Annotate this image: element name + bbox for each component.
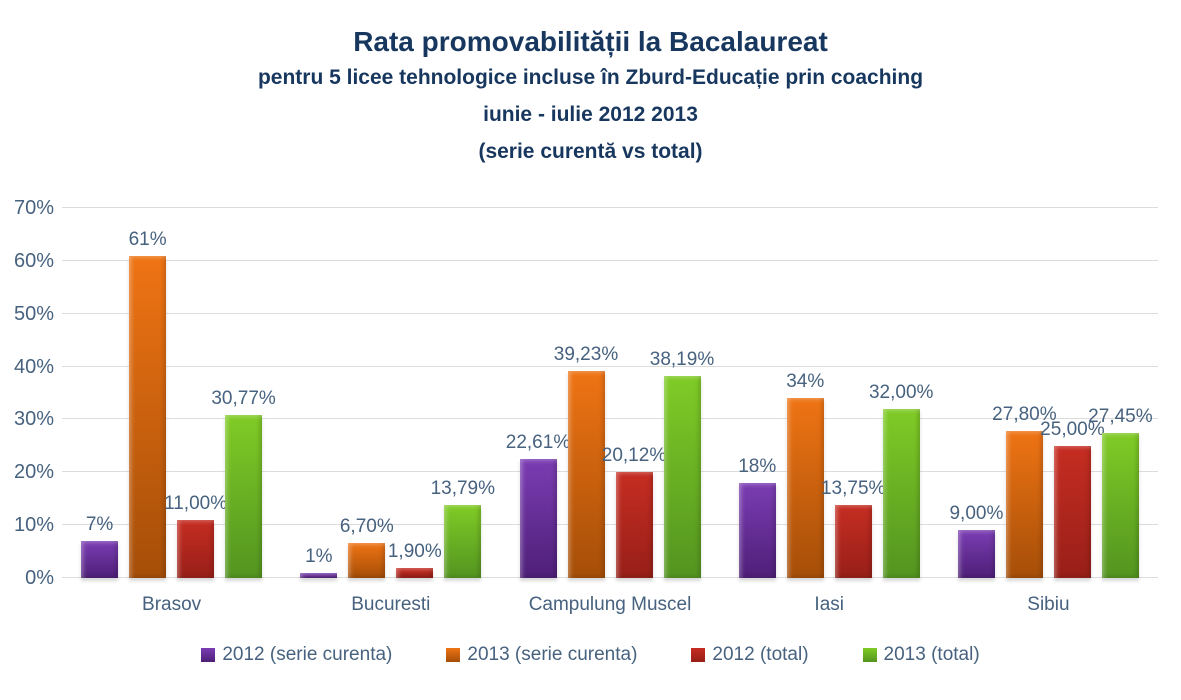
bar-value-label: 38,19% xyxy=(649,349,715,371)
bar: 27,45% xyxy=(1088,406,1153,578)
bar-group-sibiu: 9,00% 27,80% 25,00% 27,45% xyxy=(939,208,1158,578)
y-tick-label: 60% xyxy=(13,249,54,272)
bar-value-label: 6,70% xyxy=(339,515,394,537)
gridline xyxy=(62,577,1158,578)
bar-value-label: 11,00% xyxy=(164,492,228,514)
bar-value-label: 1,90% xyxy=(387,540,442,562)
bar-value-label: 32,00% xyxy=(868,381,934,403)
legend-label: 2012 (total) xyxy=(712,644,809,665)
bar-value-label: 27,80% xyxy=(992,404,1057,426)
bar-value-label: 34% xyxy=(786,371,825,393)
bar-value-label: 39,23% xyxy=(553,343,619,365)
y-tick-label: 40% xyxy=(13,355,54,378)
bar-value-label: 20,12% xyxy=(601,444,667,466)
bar-group-bucuresti: 1% 6,70% 1,90% 13,79% xyxy=(281,208,500,578)
bar: 39,23% xyxy=(554,344,618,578)
gridline xyxy=(62,207,1158,208)
legend-swatch xyxy=(201,648,216,662)
bar: 1% xyxy=(300,546,338,578)
bar-value-label: 30,77% xyxy=(211,388,276,410)
bar: 30,77% xyxy=(211,388,276,578)
bar: 27,80% xyxy=(992,404,1057,578)
bar: 25,00% xyxy=(1040,419,1105,578)
bar-value-label: 27,45% xyxy=(1088,405,1153,427)
category-label: Iasi xyxy=(814,594,844,615)
y-tick-label: 20% xyxy=(13,461,54,484)
bar: 7% xyxy=(81,514,119,578)
bar: 13,79% xyxy=(431,478,495,578)
bar-value-label: 7% xyxy=(85,514,114,535)
category-label: Campulung Muscel xyxy=(528,594,692,615)
y-tick-label: 10% xyxy=(13,514,54,537)
legend-item: 2013 (serie curenta) xyxy=(446,644,637,666)
gridline xyxy=(62,524,1158,526)
chart-subtitle-1: pentru 5 licee tehnologice incluse în Zb… xyxy=(257,66,924,90)
bar: 32,00% xyxy=(869,382,933,578)
bar-value-label: 25,00% xyxy=(1040,418,1105,440)
bar: 11,00% xyxy=(164,493,227,578)
bar: 34% xyxy=(786,371,824,578)
bar: 20,12% xyxy=(602,445,666,578)
bar: 9,00% xyxy=(949,503,1003,578)
bar-groups: 7% 61% 11,00% 30,77% 1% 6,70% 1,90% 13,79% 22,61… xyxy=(62,208,1158,578)
legend-item: 2012 (serie curenta) xyxy=(201,644,392,666)
gridline xyxy=(62,365,1158,367)
bar: 6,70% xyxy=(340,516,394,578)
gridline xyxy=(62,471,1158,473)
legend-label: 2013 (total) xyxy=(883,644,980,665)
bar: 18% xyxy=(738,456,776,578)
category-label: Brasov xyxy=(142,594,202,615)
bar: 38,19% xyxy=(650,349,714,578)
gridline xyxy=(62,418,1158,420)
legend: 2012 (serie curenta) 2013 (serie curenta)… xyxy=(0,644,1181,666)
plot-area: 7% 61% 11,00% 30,77% 1% 6,70% 1,90% 13,79% 22,61… xyxy=(62,207,1158,578)
bar-group-brasov: 7% 61% 11,00% 30,77% xyxy=(62,208,281,578)
category-label: Sibiu xyxy=(1027,594,1070,615)
bar-value-label: 61% xyxy=(128,228,167,250)
y-axis: 0% 10% 20% 30% 40% 50% 60% 70% xyxy=(0,197,54,589)
legend-swatch xyxy=(862,648,877,662)
bar: 22,61% xyxy=(506,432,570,578)
legend-item: 2013 (total) xyxy=(862,644,980,666)
chart-title: Rata promovabilității la Bacalaureat xyxy=(353,26,828,57)
bar-value-label: 9,00% xyxy=(949,503,1004,525)
bar: 1,90% xyxy=(388,541,442,578)
gridline xyxy=(62,259,1158,261)
legend-label: 2013 (serie curenta) xyxy=(467,644,638,665)
bar-group-iasi: 18% 34% 13,75% 32,00% xyxy=(720,208,939,578)
category-label: Bucuresti xyxy=(351,594,431,615)
y-tick-label: 70% xyxy=(13,197,54,219)
y-tick-label: 30% xyxy=(13,408,54,431)
legend-label: 2012 (serie curenta) xyxy=(222,644,393,665)
bar-value-label: 13,75% xyxy=(820,478,886,500)
legend-swatch xyxy=(691,648,706,662)
bar: 13,75% xyxy=(821,478,885,578)
chart-subtitle-3: (serie curentă vs total) xyxy=(478,139,703,163)
bar-value-label: 1% xyxy=(305,545,333,567)
legend-swatch xyxy=(446,648,461,662)
legend-item: 2012 (total) xyxy=(691,644,809,666)
gridline xyxy=(62,312,1158,314)
chart-subtitle-2: iunie - iulie 2012 2013 xyxy=(483,103,698,127)
bar-value-label: 18% xyxy=(738,455,777,477)
x-axis: Brasov Bucuresti Campulung Muscel Iasi Sibiu xyxy=(62,594,1158,616)
bar-group-campulung-muscel: 22,61% 39,23% 20,12% 38,19% xyxy=(500,208,719,578)
bar-value-label: 22,61% xyxy=(505,431,571,453)
bar: 61% xyxy=(129,229,167,578)
chart-title-block: Rata promovabilității la Bacalaureat pen… xyxy=(0,24,1181,171)
y-tick-label: 0% xyxy=(25,567,54,589)
bar-value-label: 13,79% xyxy=(430,478,496,500)
y-tick-label: 50% xyxy=(13,302,54,325)
